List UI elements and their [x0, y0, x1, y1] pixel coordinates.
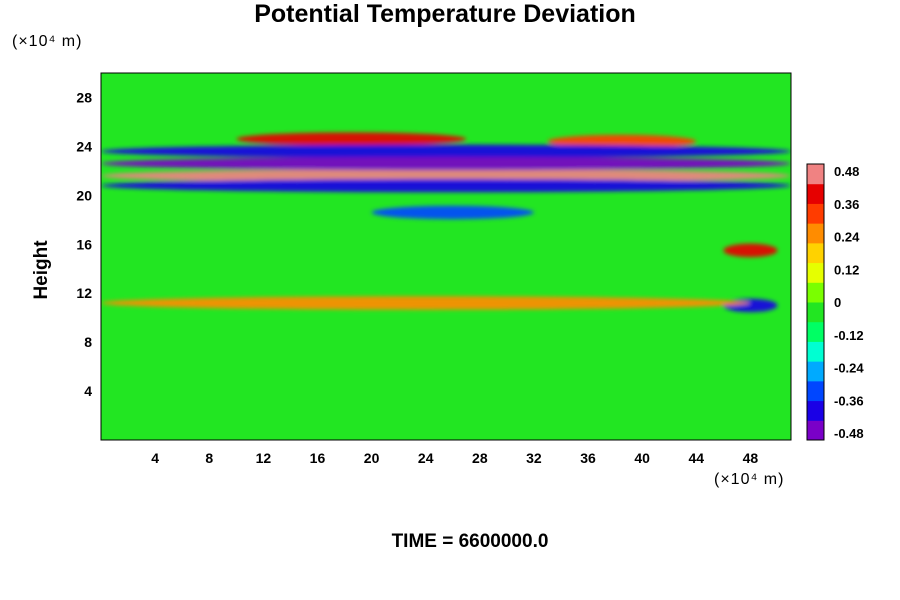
colorbar-tick-label: 0.48: [834, 164, 859, 179]
chart-title: Potential Temperature Deviation: [254, 0, 636, 28]
x-tick-label: 40: [634, 450, 650, 466]
y-tick-label: 28: [76, 89, 92, 105]
colorbar-segment: [807, 380, 824, 402]
field-feature-2: [101, 144, 791, 159]
field-feature-6: [371, 205, 534, 220]
colorbar-segment: [807, 262, 824, 283]
x-axis-unit: (×10⁴ m): [714, 471, 785, 488]
colorbar-segment: [807, 203, 824, 224]
x-tick-label: 12: [256, 450, 272, 466]
x-tick-label: 48: [743, 450, 759, 466]
x-tick-label: 8: [205, 450, 213, 466]
y-tick-label: 8: [84, 334, 92, 350]
colorbar-segment: [807, 242, 824, 264]
colorbar-segment: [807, 223, 824, 244]
colorbar-segment: [807, 400, 824, 421]
x-tick-label: 4: [151, 450, 159, 466]
colorbar-tick-label: 0.12: [834, 262, 859, 277]
field-feature-5: [101, 178, 791, 193]
y-tick-label: 24: [76, 138, 92, 154]
colorbar-segment: [807, 302, 824, 323]
x-tick-label: 16: [310, 450, 326, 466]
x-tick-label: 28: [472, 450, 488, 466]
x-axis: 4 8 12 16 20 24 28 32 36 40 44 48: [151, 450, 758, 466]
plot-area: [100, 72, 792, 441]
x-tick-label: 36: [580, 450, 596, 466]
colorbar-segment: [807, 183, 824, 204]
field-background: [101, 73, 791, 440]
colorbar-tick-label: 0.36: [834, 197, 859, 212]
colorbar: 0.48 0.36 0.24 0.12 0 -0.12 -0.24 -0.36 -0.48: [806, 163, 864, 441]
field-feature-9: [101, 296, 751, 310]
x-tick-label: 44: [689, 450, 705, 466]
time-label: TIME = 6600000.0: [391, 531, 549, 552]
colorbar-tick-label: 0: [834, 295, 841, 310]
colorbar-segment: [807, 341, 824, 362]
colorbar-segment: [807, 321, 824, 342]
colorbar-tick-label: -0.12: [834, 328, 864, 343]
field-feature-4: [101, 156, 791, 171]
x-tick-label: 32: [526, 450, 542, 466]
colorbar-tick-label: -0.48: [834, 426, 864, 441]
plot-frame: [100, 72, 792, 441]
colorbar-tick-label: -0.24: [834, 361, 864, 376]
colorbar-tick-label: -0.36: [834, 393, 864, 408]
colorbar-frame: [806, 163, 825, 441]
field-feature-7: [723, 243, 778, 258]
x-tick-label: 20: [364, 450, 380, 466]
y-tick-label: 4: [84, 383, 92, 399]
y-tick-label: 20: [76, 187, 92, 203]
y-axis: 4 8 12 16 20 24 28: [76, 89, 92, 399]
y-axis-unit: (×10⁴ m): [12, 33, 83, 50]
colorbar-segment: [807, 420, 824, 441]
y-tick-label: 12: [76, 285, 92, 301]
x-tick-label: 24: [418, 450, 434, 466]
field-feature-3: [101, 169, 791, 183]
y-tick-label: 16: [76, 236, 92, 252]
colorbar-segment: [807, 164, 824, 185]
field-feature-0: [236, 132, 467, 146]
colorbar-segment: [807, 361, 824, 382]
colorbar-segment: [807, 282, 824, 303]
colorbar-tick-label: 0.24: [834, 230, 860, 245]
field-feature-1: [547, 134, 697, 149]
